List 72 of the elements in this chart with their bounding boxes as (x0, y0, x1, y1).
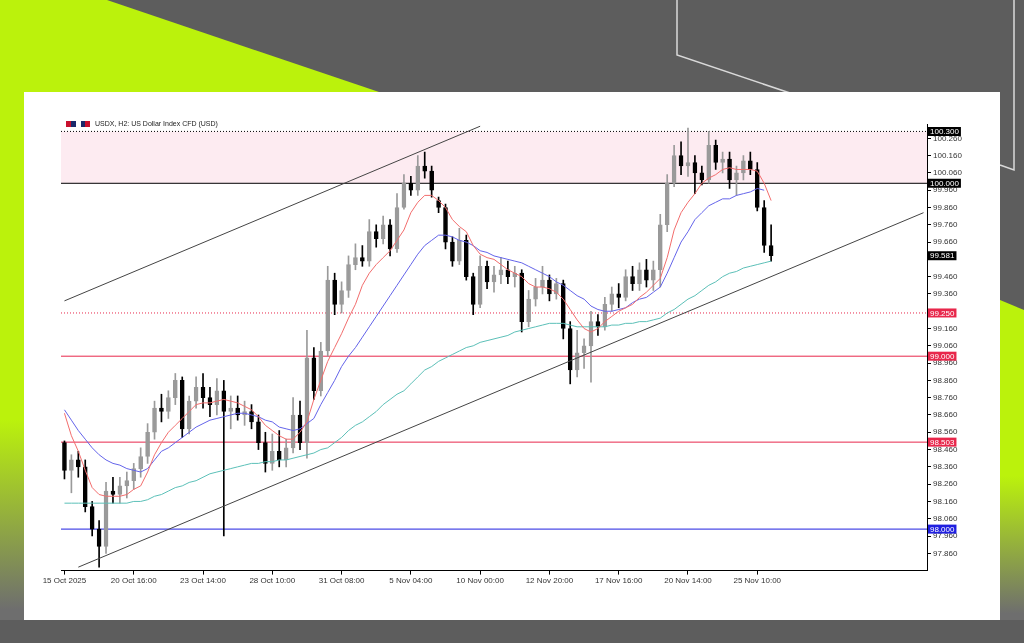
y-tick-label: 98.260 (933, 479, 959, 489)
ref-line-label: 98.000 (930, 524, 956, 534)
y-tick-label: 98.860 (933, 375, 959, 385)
candlestick (720, 151, 725, 174)
candlestick (152, 400, 157, 440)
x-tick-label: 20 Nov 14:00 (664, 575, 713, 585)
y-tick-label: 98.660 (933, 410, 959, 420)
candlestick (263, 431, 268, 473)
y-tick-label: 97.860 (933, 548, 959, 558)
candlestick (450, 236, 455, 267)
x-tick-label: 10 Nov 00:00 (456, 575, 505, 585)
candlestick (353, 243, 358, 271)
y-tick-label: 100.260 (933, 133, 963, 143)
y-tick-label: 99.660 (933, 237, 959, 247)
candlestick (332, 272, 337, 316)
candlestick (69, 454, 74, 494)
candlestick (159, 393, 164, 423)
candlestick (221, 380, 227, 537)
y-tick-label: 97.960 (933, 531, 959, 541)
y-tick-label: 99.060 (933, 341, 959, 351)
x-tick-label: 15 Oct 2025 (42, 575, 87, 585)
annotation: 99.581 (930, 251, 956, 261)
candlestick (422, 151, 428, 179)
y-tick-label: 99.460 (933, 271, 959, 281)
candlestick (436, 196, 441, 214)
y-tick-label: 98.160 (933, 496, 959, 506)
candlestick (526, 290, 531, 328)
y-tick-label: 99.860 (933, 202, 959, 212)
ref-line-label: 99.250 (930, 308, 956, 318)
y-tick-label: 100.160 (933, 150, 963, 160)
ref-line-label: 98.503 (930, 437, 956, 447)
x-tick-label: 20 Oct 16:00 (110, 575, 158, 585)
y-tick-label: 100.060 (933, 168, 963, 178)
y-tick-label: 98.060 (933, 513, 959, 523)
candlestick (346, 255, 351, 298)
candlestick (172, 373, 178, 405)
y-tick-label: 98.560 (933, 427, 959, 437)
candlestick (533, 278, 538, 307)
y-tick-label: 99.360 (933, 289, 959, 299)
candlestick (443, 203, 448, 250)
x-tick-label: 28 Oct 10:00 (249, 575, 296, 585)
y-tick-label: 98.460 (933, 444, 959, 454)
candlestick (540, 265, 545, 295)
candlestick (360, 245, 365, 267)
x-tick-label: 17 Nov 16:00 (594, 575, 644, 585)
candlestick (616, 283, 622, 309)
candlestick (637, 262, 642, 291)
candlestick (623, 269, 628, 302)
candlestick (734, 165, 739, 196)
candlestick (457, 227, 462, 265)
x-tick-label: 31 Oct 08:00 (318, 575, 366, 585)
y-tick-label: 99.760 (933, 219, 959, 229)
y-tick-label: 98.360 (933, 462, 959, 472)
candlestick (166, 390, 171, 419)
x-tick-label: 12 Nov 20:00 (525, 575, 574, 585)
x-tick-label: 25 Nov 10:00 (733, 575, 782, 585)
candlestick (651, 260, 656, 291)
candlestick (62, 440, 67, 480)
candlestick (256, 414, 261, 450)
candlestick (138, 447, 143, 478)
y-tick-label: 99.160 (933, 323, 959, 333)
candlestick (644, 259, 649, 288)
candlestick (228, 395, 234, 430)
y-tick-label: 98.760 (933, 392, 959, 402)
candlestick (741, 155, 746, 181)
x-tick-label: 23 Oct 14:00 (180, 575, 227, 585)
candlestick (339, 281, 344, 314)
candlestick (75, 450, 81, 478)
candlestick (630, 265, 635, 291)
x-tick-label: 5 Nov 04:00 (389, 575, 433, 585)
candlestick (145, 423, 150, 464)
candlestick (748, 151, 753, 175)
